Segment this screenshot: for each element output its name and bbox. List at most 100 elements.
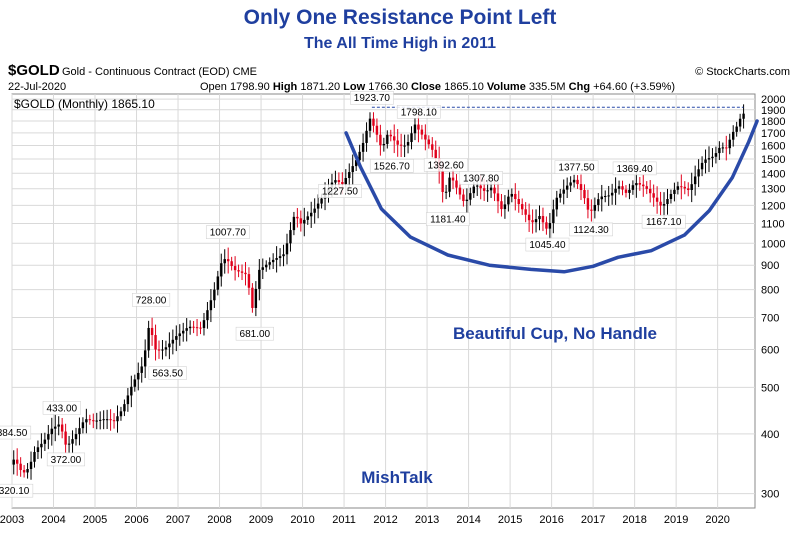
- candle-body: [545, 222, 548, 229]
- candle-body: [261, 267, 264, 270]
- candle-body: [102, 419, 105, 421]
- x-tick-label: 2008: [207, 514, 231, 526]
- price-label: 1007.70: [210, 228, 247, 239]
- price-label: 384.50: [0, 428, 28, 439]
- candle-body: [220, 263, 223, 277]
- price-label-bg: [235, 326, 274, 341]
- candle-body: [209, 300, 213, 311]
- price-label: 372.00: [51, 455, 82, 466]
- candle-body: [548, 223, 552, 229]
- candle-body: [247, 274, 251, 288]
- candle-body: [628, 189, 631, 193]
- candle-body: [662, 204, 666, 206]
- candle-body: [676, 186, 680, 190]
- price-label: 1181.40: [430, 215, 466, 226]
- candle-body: [303, 219, 306, 224]
- candle-body: [420, 129, 424, 135]
- candle-body: [19, 463, 22, 471]
- candle-body: [74, 434, 78, 440]
- candle-body: [673, 189, 676, 194]
- candle-body: [659, 201, 662, 206]
- price-label-bg: [369, 159, 414, 173]
- candle-body: [617, 186, 621, 189]
- candle-body: [306, 216, 309, 220]
- x-tick-label: 2011: [332, 514, 356, 526]
- candle-body: [707, 158, 711, 160]
- price-label: 1392.60: [428, 160, 465, 171]
- candle-body: [150, 327, 154, 336]
- close-value: 1865.10: [444, 81, 484, 93]
- price-label-bg: [0, 425, 32, 440]
- candle-body: [389, 134, 392, 137]
- price-label: 681.00: [240, 329, 271, 340]
- candle-body: [372, 118, 375, 126]
- candle-body: [434, 149, 437, 159]
- candle-body: [614, 188, 617, 193]
- candle-body: [254, 288, 258, 308]
- candle-body: [610, 192, 614, 196]
- candle-body: [216, 276, 220, 290]
- candle-body: [638, 183, 642, 185]
- candle-body: [704, 159, 707, 163]
- price-label: 320.10: [0, 486, 30, 497]
- candle-body: [427, 139, 431, 145]
- candle-body: [493, 187, 496, 194]
- chart-subtitle: The All Time High in 2011: [303, 35, 497, 52]
- price-label-bg: [318, 184, 362, 198]
- candle-body: [98, 419, 102, 421]
- candle-body: [631, 185, 635, 190]
- y-tick-label: 1200: [761, 200, 785, 212]
- candle-body: [147, 327, 150, 351]
- candle-body: [514, 193, 517, 200]
- candle-body: [413, 124, 417, 134]
- candle-body: [666, 199, 669, 205]
- candle-body: [22, 470, 26, 473]
- x-tick-label: 2003: [0, 514, 24, 526]
- candle-body: [593, 204, 597, 211]
- candle-body: [645, 186, 648, 189]
- candle-body: [690, 184, 693, 191]
- price-label-bg: [569, 222, 613, 237]
- candle-body: [78, 428, 81, 435]
- candle-body: [503, 204, 507, 210]
- price-label: 1124.30: [573, 225, 609, 236]
- candle-body: [375, 125, 379, 135]
- x-tick-label: 2004: [41, 514, 65, 526]
- cup-annotation: Beautiful Cup, No Handle: [453, 324, 657, 343]
- candle-body: [164, 347, 168, 350]
- candle-body: [206, 310, 209, 321]
- price-label: 433.00: [47, 403, 78, 414]
- candle-body: [285, 243, 289, 255]
- candle-body: [735, 126, 738, 132]
- candle-body: [226, 259, 230, 262]
- candle-body: [15, 459, 19, 464]
- candle-body: [313, 208, 316, 213]
- high-value: 1871.20: [300, 81, 341, 93]
- chart-legend: $GOLD (Monthly) 1865.10: [14, 97, 155, 111]
- candle-body: [697, 169, 700, 177]
- candle-body: [282, 254, 285, 257]
- price-label-bg: [425, 212, 470, 226]
- candle-body: [403, 145, 406, 147]
- close-label: Close: [411, 81, 442, 93]
- candle-body: [240, 271, 244, 273]
- candle-body: [399, 144, 403, 146]
- candle-body: [680, 186, 683, 188]
- candle-body: [368, 118, 372, 131]
- candle-body: [742, 113, 745, 119]
- candle-body: [607, 195, 610, 197]
- candle-body: [95, 420, 98, 422]
- candle-body: [469, 193, 472, 200]
- candle-body: [486, 190, 489, 192]
- x-tick-label: 2014: [456, 514, 480, 526]
- x-tick-label: 2005: [83, 514, 107, 526]
- candle-body: [441, 171, 444, 192]
- candle-body: [728, 139, 731, 149]
- candle-body: [344, 178, 348, 184]
- candle-body: [693, 176, 697, 185]
- candle-body: [64, 431, 67, 445]
- candle-body: [320, 198, 323, 204]
- candle-body: [365, 130, 368, 143]
- volume-label: Volume: [486, 81, 526, 93]
- candle-body: [451, 177, 455, 181]
